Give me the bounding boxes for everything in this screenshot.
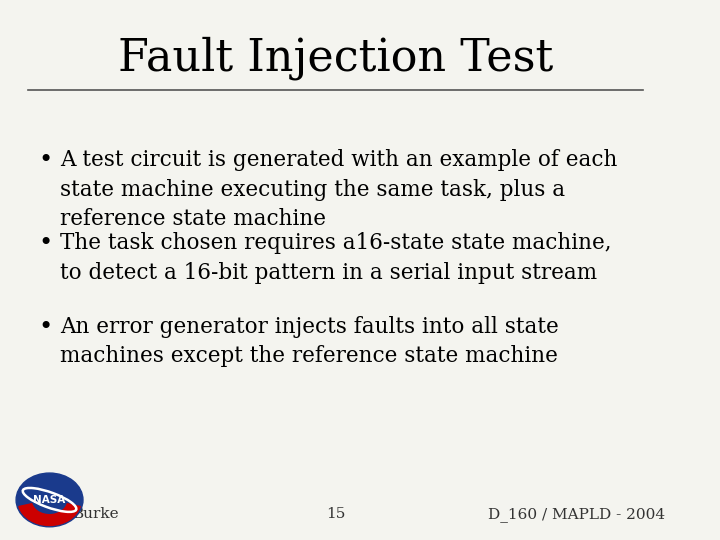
Text: NASA: NASA xyxy=(33,496,66,505)
Text: A test circuit is generated with an example of each
state machine executing the : A test circuit is generated with an exam… xyxy=(60,149,618,231)
Text: The task chosen requires a16-state state machine,
to detect a 16-bit pattern in : The task chosen requires a16-state state… xyxy=(60,232,612,284)
Wedge shape xyxy=(19,504,80,525)
Circle shape xyxy=(16,473,83,527)
Text: •: • xyxy=(38,149,53,172)
Text: •: • xyxy=(38,232,53,255)
Text: •: • xyxy=(38,316,53,339)
Text: Fault Injection Test: Fault Injection Test xyxy=(118,36,554,79)
Text: An error generator injects faults into all state
machines except the reference s: An error generator injects faults into a… xyxy=(60,316,559,367)
Text: 15: 15 xyxy=(326,508,346,522)
Text: Burke: Burke xyxy=(72,508,118,522)
Text: D_160 / MAPLD - 2004: D_160 / MAPLD - 2004 xyxy=(488,507,665,522)
